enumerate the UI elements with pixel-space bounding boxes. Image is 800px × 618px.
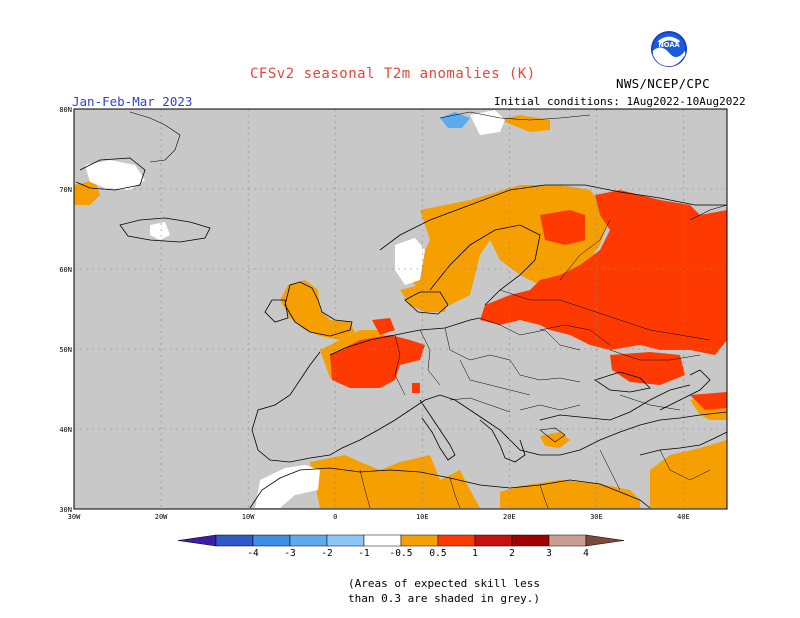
- colorbar-label: 4: [583, 548, 589, 559]
- skill-note-line-2: than 0.3 are shaded in grey.): [348, 592, 541, 605]
- colorbar-swatch: [437, 534, 476, 547]
- forecast-period: Jan-Feb-Mar 2023: [72, 94, 193, 109]
- colorbar-label: 1: [472, 548, 478, 559]
- skill-note: (Areas of expected skill less than 0.3 a…: [348, 576, 540, 606]
- initial-conditions: Initial conditions: 1Aug2022-10Aug2022: [494, 95, 746, 108]
- colorbar-arrow-low: [177, 534, 217, 547]
- longitude-label: 30W: [68, 513, 81, 521]
- latitude-labels: 30N 40N 50N 60N 70N 80N: [59, 106, 72, 514]
- latitude-label: 40N: [59, 426, 72, 434]
- cold-anomaly-patch: [440, 112, 470, 128]
- colorbar-label: 2: [509, 548, 515, 559]
- chart-title: CFSv2 seasonal T2m anomalies (K): [250, 66, 536, 82]
- colorbar-label: -4: [247, 548, 259, 559]
- colorbar-arrow-high: [585, 534, 625, 547]
- colorbar-swatch: [400, 534, 439, 547]
- graticule: [74, 109, 727, 509]
- colorbar-swatch: [326, 534, 365, 547]
- colorbar-swatch: [363, 534, 402, 547]
- colorbar-swatch: [289, 534, 328, 547]
- colorbar-label: -2: [321, 548, 332, 559]
- colorbar-swatch: [548, 534, 587, 547]
- longitude-label: 10W: [242, 513, 255, 521]
- colorbar-swatch: [511, 534, 550, 547]
- longitude-label: 10E: [416, 513, 429, 521]
- colorbar-label: -0.5: [390, 548, 413, 559]
- country-borders: [359, 219, 711, 509]
- longitude-label: 30E: [590, 513, 603, 521]
- latitude-label: 70N: [59, 186, 72, 194]
- noaa-logo-icon: NOAA: [650, 30, 688, 68]
- longitude-label: 40E: [677, 513, 690, 521]
- longitude-label: 20W: [155, 513, 168, 521]
- agency-label: NWS/NCEP/CPC: [616, 76, 710, 91]
- longitude-label: 0: [333, 513, 337, 521]
- colorbar-label: -1: [358, 548, 370, 559]
- longitude-labels: 30W 20W 10W 0 10E 20E 30E 40E: [68, 513, 690, 521]
- skill-note-line-1: (Areas of expected skill less: [348, 577, 541, 590]
- islands: [129, 111, 728, 443]
- colorbar-swatch: [215, 534, 254, 547]
- colorbar-swatch: [252, 534, 291, 547]
- latitude-label: 50N: [59, 346, 72, 354]
- latitude-label: 80N: [59, 106, 72, 114]
- coastlines: [75, 157, 728, 509]
- longitude-label: 20E: [503, 513, 516, 521]
- map-frame: [73, 108, 728, 510]
- svg-text:NOAA: NOAA: [658, 41, 680, 49]
- colorbar-label: -3: [284, 548, 295, 559]
- colorbar-swatch: [474, 534, 513, 547]
- near-normal-regions: [85, 110, 505, 508]
- colorbar-label: 0.5: [429, 548, 446, 559]
- latitude-label: 60N: [59, 266, 72, 274]
- colorbar: -4 -3 -2 -1 -0.5 0.5 1 2 3 4: [177, 534, 625, 559]
- latitude-label: 30N: [59, 506, 72, 514]
- colorbar-label: 3: [546, 548, 552, 559]
